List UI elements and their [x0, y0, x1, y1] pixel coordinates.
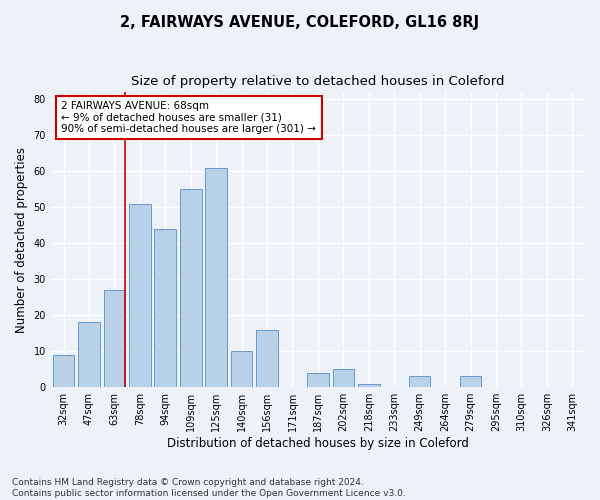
Bar	[53, 355, 74, 387]
Bar	[256, 330, 278, 387]
X-axis label: Distribution of detached houses by size in Coleford: Distribution of detached houses by size …	[167, 437, 469, 450]
Text: 2 FAIRWAYS AVENUE: 68sqm
← 9% of detached houses are smaller (31)
90% of semi-de: 2 FAIRWAYS AVENUE: 68sqm ← 9% of detache…	[61, 101, 316, 134]
Bar	[154, 229, 176, 387]
Y-axis label: Number of detached properties: Number of detached properties	[15, 146, 28, 332]
Text: Contains HM Land Registry data © Crown copyright and database right 2024.
Contai: Contains HM Land Registry data © Crown c…	[12, 478, 406, 498]
Bar	[460, 376, 481, 387]
Bar	[104, 290, 125, 387]
Bar	[409, 376, 430, 387]
Bar	[180, 189, 202, 387]
Title: Size of property relative to detached houses in Coleford: Size of property relative to detached ho…	[131, 75, 505, 88]
Text: 2, FAIRWAYS AVENUE, COLEFORD, GL16 8RJ: 2, FAIRWAYS AVENUE, COLEFORD, GL16 8RJ	[121, 15, 479, 30]
Bar	[332, 369, 354, 387]
Bar	[205, 168, 227, 387]
Bar	[307, 373, 329, 387]
Bar	[358, 384, 380, 387]
Bar	[231, 351, 253, 387]
Bar	[78, 322, 100, 387]
Bar	[129, 204, 151, 387]
